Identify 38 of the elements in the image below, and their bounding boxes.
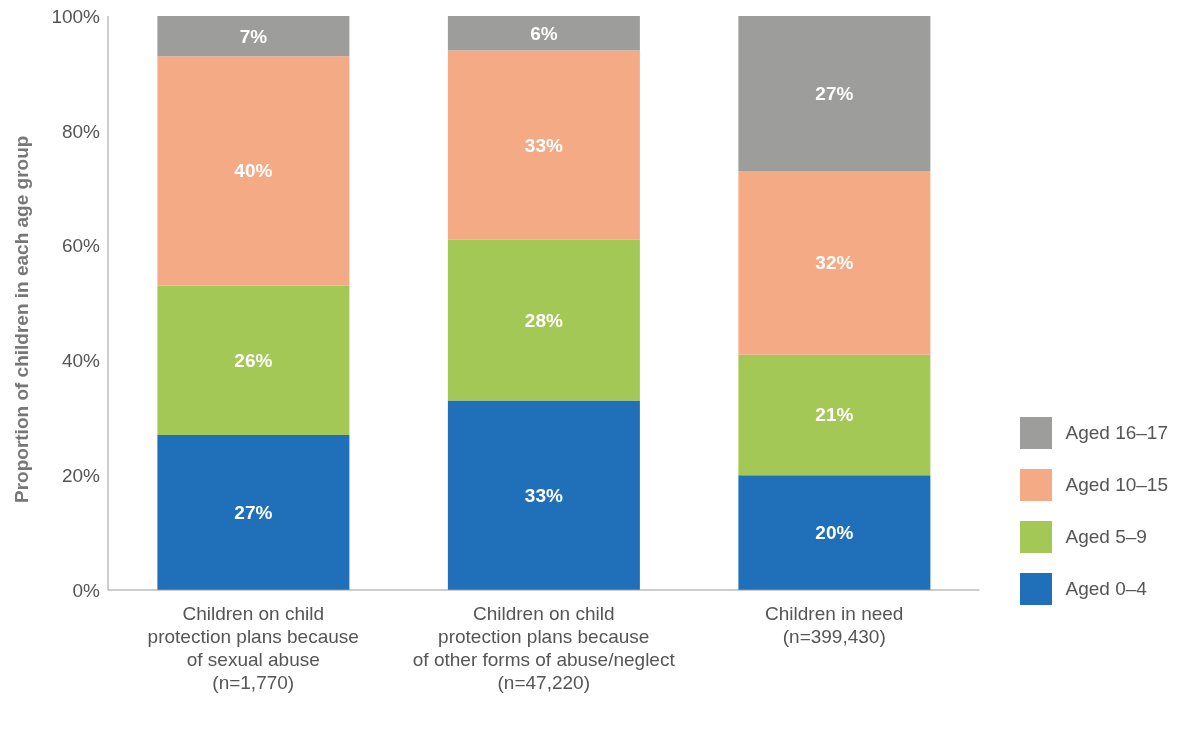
x-tick-label: Children on child protection plans because of other forms of abuse/neglect (n=47,220) xyxy=(412,603,676,693)
bar xyxy=(157,16,350,57)
data-label: 7% xyxy=(239,25,268,47)
y-tick-label: 100% xyxy=(51,5,101,27)
legend-label: Aged 16–17 xyxy=(1065,422,1168,444)
bar xyxy=(447,400,640,590)
bar xyxy=(738,170,931,355)
x-tick-label: Children in need (n=399,430) xyxy=(765,603,904,647)
y-tick-label: 80% xyxy=(61,120,101,142)
bar xyxy=(738,16,931,171)
data-label: 21% xyxy=(815,404,854,426)
legend-label: Aged 0–4 xyxy=(1065,578,1147,600)
bar xyxy=(447,50,640,240)
bar xyxy=(738,354,931,476)
x-tick-label: Children on child protection plans because of sexual abuse (n=1,770) xyxy=(147,603,359,693)
bar xyxy=(157,285,350,436)
bar xyxy=(738,475,931,590)
data-label: 40% xyxy=(234,160,273,182)
data-label: 6% xyxy=(530,22,558,44)
y-tick-label: 0% xyxy=(72,579,101,601)
data-label: 27% xyxy=(815,82,854,104)
y-tick-label: 40% xyxy=(61,350,101,372)
bar xyxy=(447,239,640,401)
legend-label: Aged 5–9 xyxy=(1065,526,1147,548)
data-label: 28% xyxy=(524,309,563,331)
bar xyxy=(447,16,640,51)
y-axis-title: Proportion of children in each age group xyxy=(10,135,32,503)
data-label: 20% xyxy=(815,522,854,544)
data-label: 27% xyxy=(234,502,273,524)
data-label: 32% xyxy=(815,252,854,274)
data-label: 33% xyxy=(524,484,563,506)
y-tick-label: 60% xyxy=(61,235,101,257)
data-label: 26% xyxy=(234,349,273,371)
bar xyxy=(157,435,350,590)
y-tick-label: 20% xyxy=(61,464,101,486)
data-label: 33% xyxy=(524,134,563,156)
bar xyxy=(157,56,350,286)
legend-label: Aged 10–15 xyxy=(1065,474,1168,496)
